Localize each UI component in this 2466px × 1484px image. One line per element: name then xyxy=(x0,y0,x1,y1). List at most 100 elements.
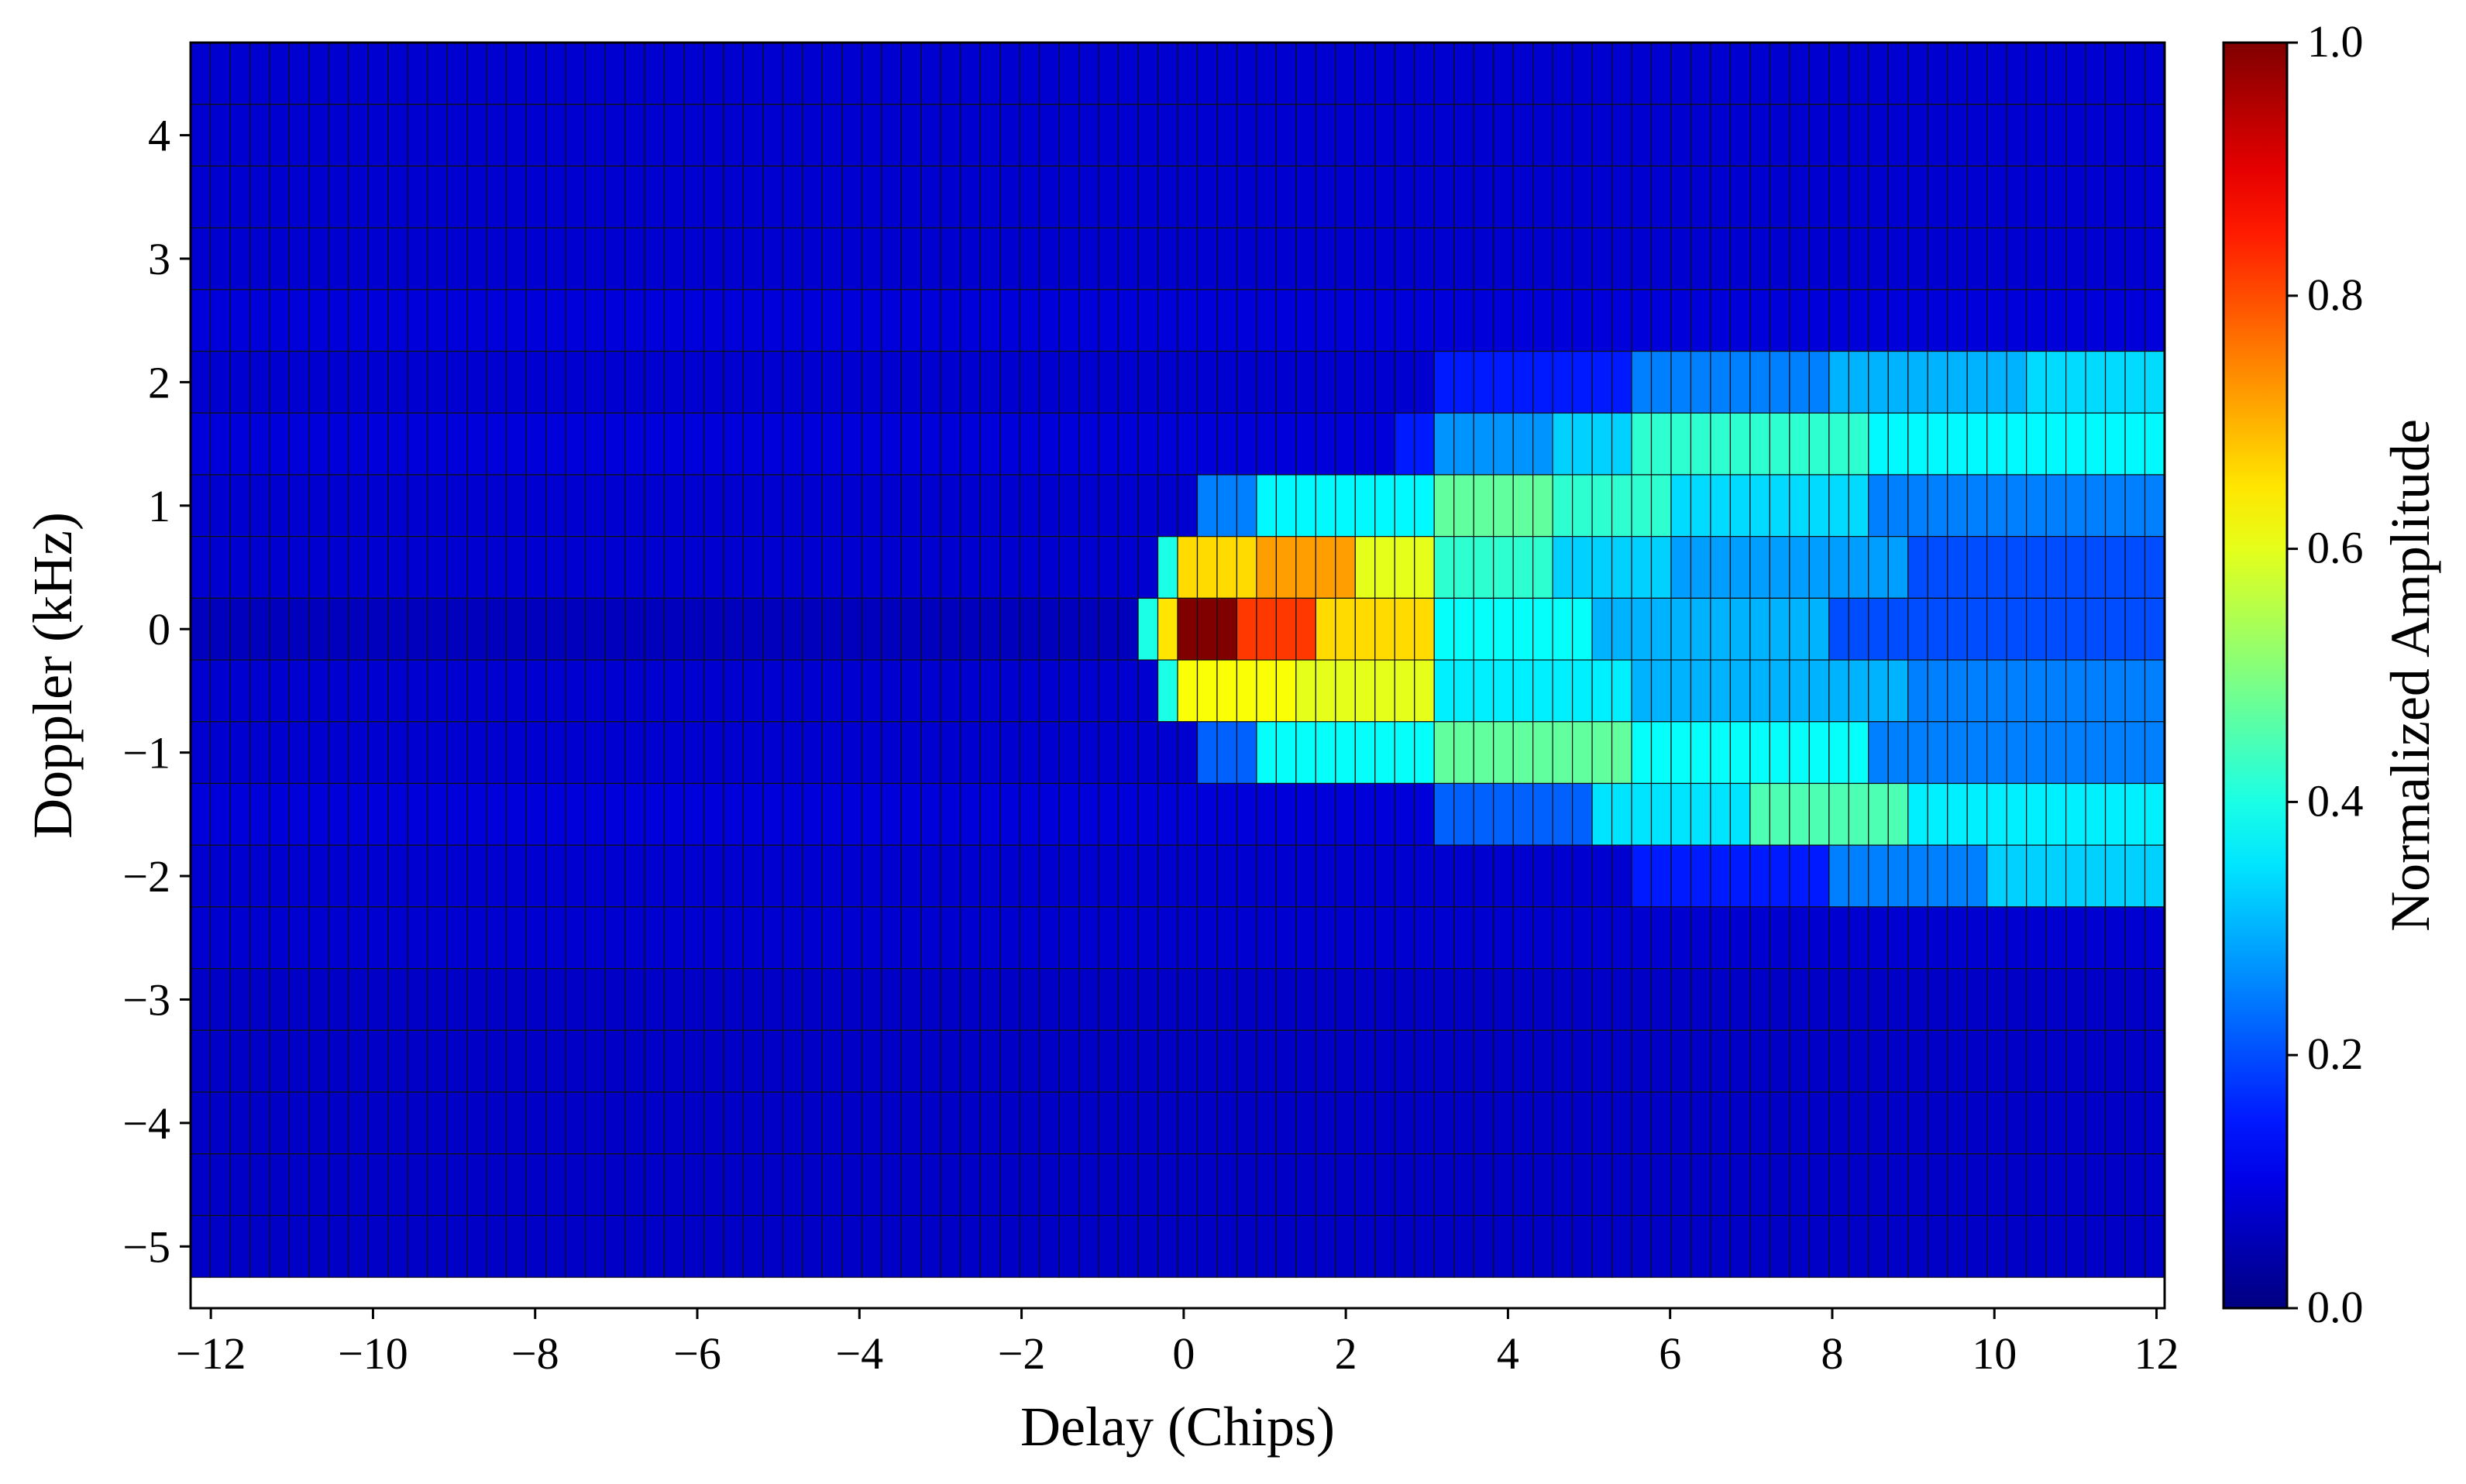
heatmap-cell xyxy=(269,165,291,228)
heatmap-cell xyxy=(762,782,783,846)
heatmap-cell xyxy=(1374,412,1395,476)
heatmap-cell xyxy=(1295,1214,1316,1278)
heatmap-cell xyxy=(683,289,705,352)
heatmap-cell xyxy=(1414,597,1435,661)
heatmap-cell xyxy=(1907,227,1928,290)
heatmap-cell xyxy=(1907,165,1928,228)
heatmap-cell xyxy=(1137,536,1159,599)
heatmap-cell xyxy=(249,1029,270,1093)
heatmap-cell xyxy=(1631,1153,1653,1217)
heatmap-cell xyxy=(1117,844,1139,908)
heatmap-cell xyxy=(486,412,507,476)
heatmap-cell xyxy=(1710,968,1732,1031)
heatmap-cell xyxy=(1986,721,2007,785)
heatmap-cell xyxy=(1433,42,1455,105)
heatmap-cell xyxy=(1256,227,1278,290)
heatmap-cell xyxy=(2006,350,2027,414)
heatmap-cell xyxy=(446,42,468,105)
heatmap-cell xyxy=(1552,165,1573,228)
heatmap-cell xyxy=(367,104,389,167)
heatmap-cell xyxy=(1453,474,1474,538)
heatmap-cell xyxy=(1512,104,1534,167)
heatmap-cell xyxy=(782,289,803,352)
heatmap-cell xyxy=(1354,1029,1376,1093)
heatmap-cell xyxy=(328,536,349,599)
heatmap-cell xyxy=(506,968,527,1031)
heatmap-cell xyxy=(229,536,251,599)
heatmap-cell xyxy=(1650,350,1672,414)
heatmap-cell xyxy=(1216,536,1238,599)
heatmap-cell xyxy=(1947,844,1968,908)
heatmap-cell xyxy=(1433,906,1455,970)
heatmap-cell xyxy=(1571,412,1593,476)
heatmap-cell xyxy=(1749,42,1770,105)
heatmap-cell xyxy=(466,412,487,476)
heatmap-cell xyxy=(1611,474,1632,538)
heatmap-cell xyxy=(1512,1153,1534,1217)
heatmap-cell xyxy=(1769,721,1790,785)
heatmap-cell xyxy=(1374,1214,1395,1278)
heatmap-cell xyxy=(1808,289,1830,352)
heatmap-cell xyxy=(683,412,705,476)
heatmap-cell xyxy=(2085,1029,2107,1093)
heatmap-cell xyxy=(446,844,468,908)
x-tick-label: 12 xyxy=(2134,1328,2179,1379)
heatmap-cell xyxy=(2085,412,2107,476)
heatmap-cell xyxy=(407,1091,428,1155)
heatmap-cell xyxy=(1808,906,1830,970)
heatmap-cell xyxy=(407,1153,428,1217)
heatmap-cell xyxy=(486,1153,507,1217)
heatmap-cell xyxy=(446,104,468,167)
heatmap-cell xyxy=(999,906,1020,970)
heatmap-cell xyxy=(881,721,902,785)
heatmap-cell xyxy=(841,104,862,167)
heatmap-cell xyxy=(2006,536,2027,599)
heatmap-cell xyxy=(545,474,566,538)
heatmap-cell xyxy=(348,782,369,846)
heatmap-cell xyxy=(1512,1214,1534,1278)
heatmap-cell xyxy=(2085,1214,2107,1278)
heatmap-cell xyxy=(1868,1029,1889,1093)
heatmap-cell xyxy=(1532,1029,1553,1093)
heatmap-cell xyxy=(545,104,566,167)
heatmap-cell xyxy=(762,906,783,970)
heatmap-cell xyxy=(841,1214,862,1278)
heatmap-cell xyxy=(1473,474,1494,538)
heatmap-cell xyxy=(328,721,349,785)
heatmap-cell xyxy=(1493,1214,1514,1278)
heatmap-cell xyxy=(900,906,922,970)
heatmap-cell xyxy=(1710,227,1732,290)
heatmap-cell xyxy=(1374,1153,1395,1217)
heatmap-cell xyxy=(1729,1214,1751,1278)
heatmap-cell xyxy=(2006,782,2027,846)
heatmap-cell xyxy=(1098,597,1120,661)
heatmap-cell xyxy=(427,412,448,476)
heatmap-cell xyxy=(1591,227,1613,290)
heatmap-cell xyxy=(1650,1091,1672,1155)
heatmap-cell xyxy=(1216,289,1238,352)
heatmap-cell xyxy=(703,659,724,723)
heatmap-cell xyxy=(466,1153,487,1217)
heatmap-cell xyxy=(881,227,902,290)
heatmap-cell xyxy=(1631,1214,1653,1278)
heatmap-cell xyxy=(1256,844,1278,908)
heatmap-cell xyxy=(1789,906,1810,970)
heatmap-cell xyxy=(1157,721,1178,785)
heatmap-cell xyxy=(1868,536,1889,599)
heatmap-cell xyxy=(584,42,606,105)
heatmap-cell xyxy=(229,721,251,785)
heatmap-cell xyxy=(2104,289,2126,352)
heatmap-cell xyxy=(1256,597,1278,661)
heatmap-cell xyxy=(1868,165,1889,228)
heatmap-cell xyxy=(1887,474,1909,538)
heatmap-cell xyxy=(1828,906,1849,970)
heatmap-cell xyxy=(1828,42,1849,105)
heatmap-cell xyxy=(782,227,803,290)
heatmap-cell xyxy=(861,782,882,846)
heatmap-cell xyxy=(1631,721,1653,785)
heatmap-cell xyxy=(367,536,389,599)
heatmap-cell xyxy=(1019,659,1040,723)
heatmap-cell xyxy=(545,721,566,785)
heatmap-cell xyxy=(1512,165,1534,228)
heatmap-cell xyxy=(1808,350,1830,414)
